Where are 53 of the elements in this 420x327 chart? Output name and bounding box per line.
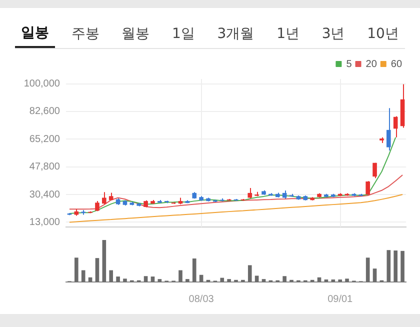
- bar: [95, 258, 100, 282]
- candlestick: [324, 193, 328, 198]
- bar: [81, 270, 86, 282]
- bar: [366, 258, 370, 282]
- bar: [144, 276, 148, 282]
- x-tick-label: 09/01: [328, 294, 354, 305]
- y-tick-label: 47,800: [29, 162, 60, 173]
- y-tick-label: 82,600: [29, 106, 60, 118]
- y-tick-label: 30,400: [29, 189, 60, 200]
- text: 10년: [366, 25, 400, 44]
- x-tick-label: 08/03: [188, 294, 214, 305]
- candlestick: [136, 202, 142, 207]
- bar: [262, 279, 266, 282]
- candlestick: [254, 191, 259, 197]
- candlestick: [330, 193, 336, 198]
- bar: [282, 276, 286, 282]
- y-tick-label: 65,200: [29, 134, 60, 145]
- bar: [158, 279, 162, 282]
- bar: [116, 276, 120, 282]
- bar: [248, 265, 252, 282]
- bar: [109, 270, 114, 282]
- text: 3개월: [216, 25, 256, 44]
- bar: [324, 279, 328, 282]
- text: 1년: [276, 25, 300, 44]
- text: 1일: [171, 25, 196, 44]
- text: 3년: [320, 25, 346, 44]
- bar: [386, 250, 391, 282]
- bar: [331, 279, 336, 282]
- bar: [220, 278, 224, 282]
- bar: [394, 250, 398, 282]
- bar: [199, 274, 204, 282]
- legend-label: 5: [346, 58, 352, 70]
- text: 주봉: [70, 25, 100, 44]
- bar: [186, 279, 190, 282]
- bar: [102, 240, 106, 282]
- bar: [74, 258, 78, 282]
- bar: [227, 279, 231, 282]
- y-tick-label: 100,000: [24, 78, 60, 90]
- bar: [178, 270, 182, 282]
- bar: [254, 276, 259, 282]
- bar: [338, 279, 342, 282]
- bar: [192, 258, 196, 282]
- text: 월봉: [120, 25, 151, 44]
- y-tick-label: 13,000: [29, 216, 60, 228]
- bar: [372, 268, 377, 282]
- bar: [345, 278, 349, 282]
- text: 일봉: [15, 20, 55, 48]
- legend-label: 20: [366, 58, 378, 70]
- legend-label: 60: [390, 58, 402, 70]
- candlestick: [81, 210, 86, 216]
- bar: [123, 278, 127, 282]
- bar: [150, 276, 155, 282]
- bar: [400, 250, 404, 282]
